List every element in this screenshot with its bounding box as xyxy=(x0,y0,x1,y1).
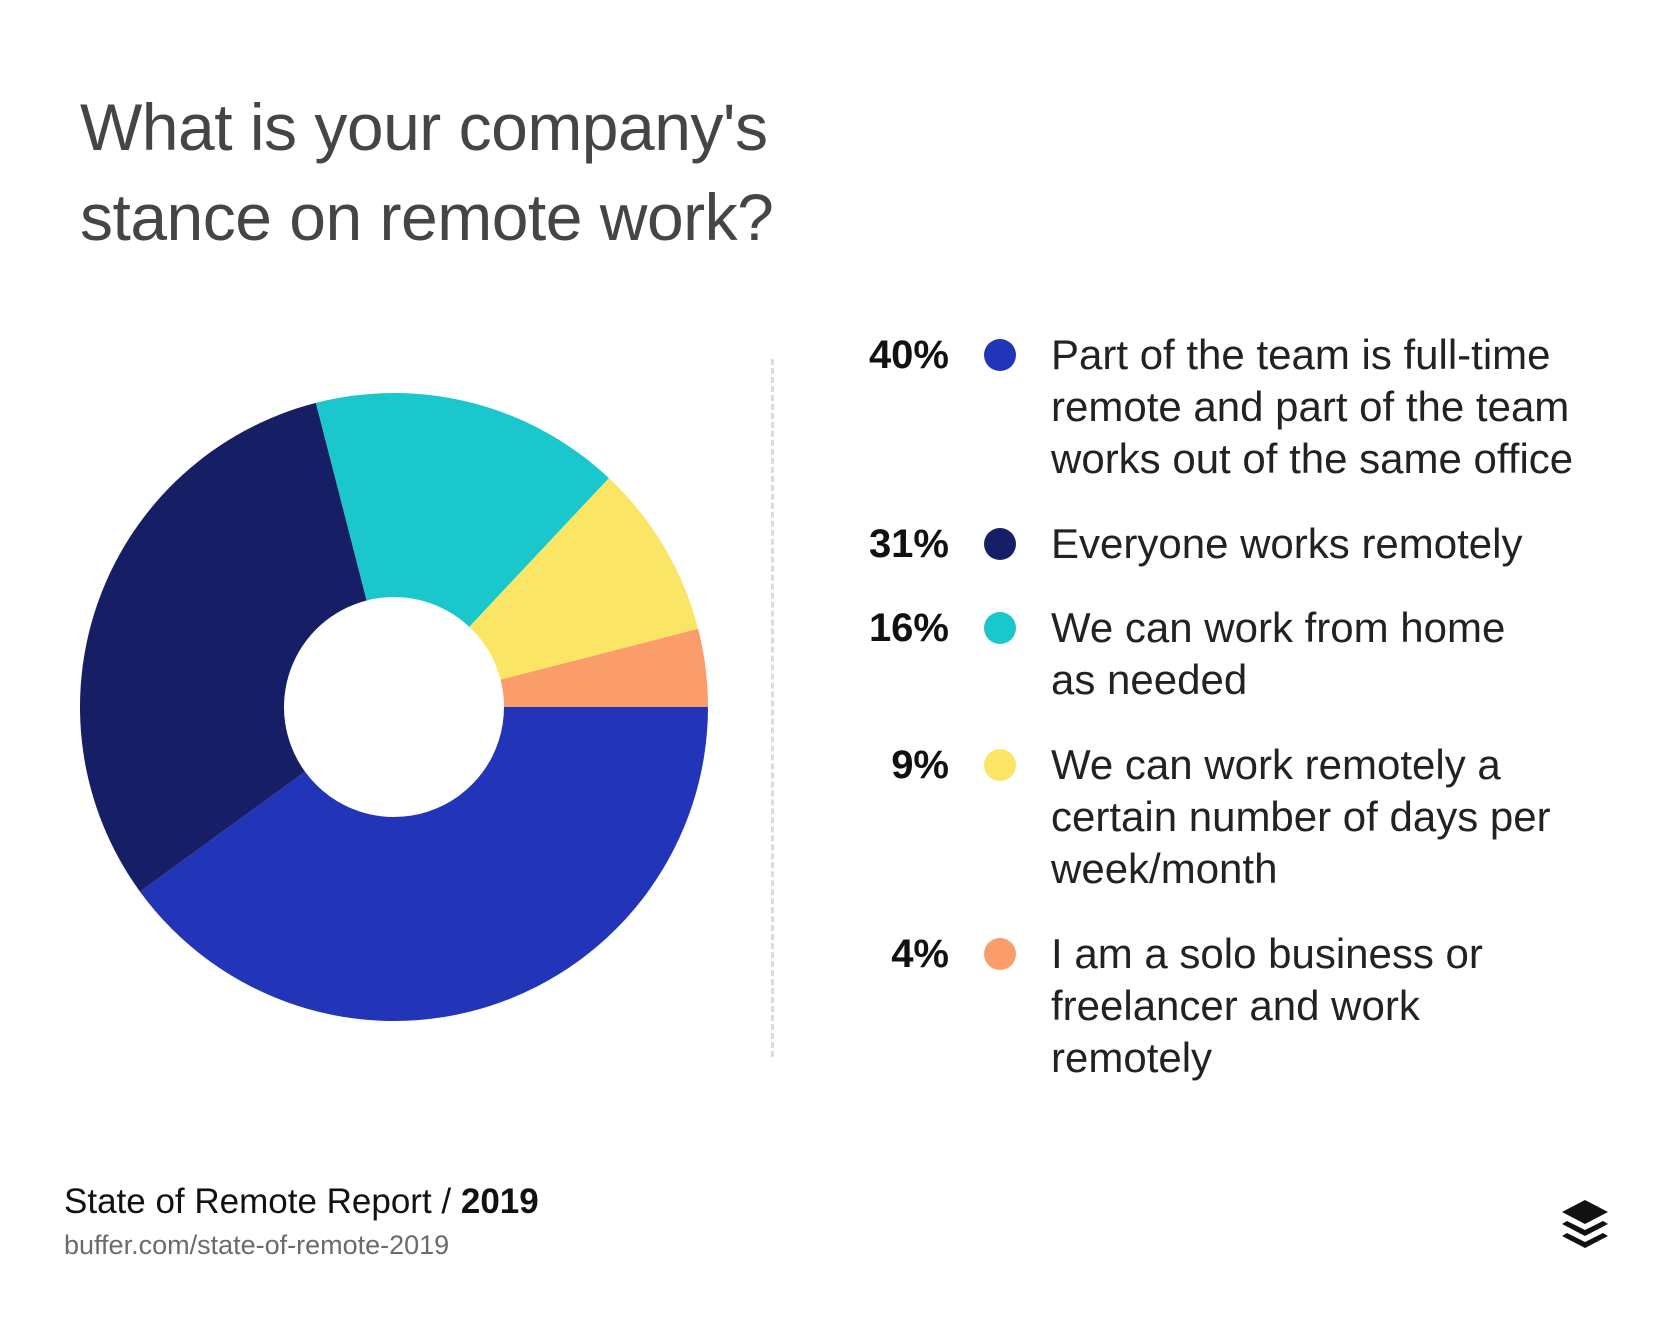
legend-swatch xyxy=(984,749,1016,781)
buffer-stack-icon xyxy=(1562,1200,1608,1248)
legend-label-line: Part of the team is full-time xyxy=(1051,331,1551,378)
legend-label: We can work from home as needed xyxy=(1051,602,1505,706)
legend-label: We can work remotely a certain number of … xyxy=(1051,739,1551,895)
donut-slice xyxy=(315,393,609,627)
legend-label-line: remote and part of the team xyxy=(1051,383,1570,430)
legend-label-line: I am a solo business or xyxy=(1051,930,1483,977)
legend-label-line: week/month xyxy=(1051,845,1278,892)
legend-label: Everyone works remotely xyxy=(1051,518,1523,570)
legend-percent: 40% xyxy=(868,333,949,377)
footer-report-title: State of Remote Report / 2019 xyxy=(64,1182,539,1222)
legend-label-line: remotely xyxy=(1051,1034,1213,1081)
legend-swatch xyxy=(984,612,1016,644)
legend-label-line: as needed xyxy=(1051,656,1248,703)
title-line: stance on remote work? xyxy=(80,180,774,254)
report-name: State of Remote Report / xyxy=(64,1182,461,1221)
legend-percent: 16% xyxy=(868,606,949,650)
report-year: 2019 xyxy=(460,1182,539,1221)
donut-slice xyxy=(80,402,367,892)
legend-label-line: works out of the same office xyxy=(1051,435,1574,482)
chart-title: What is your company's stance on remote … xyxy=(80,82,774,262)
legend-percent: 9% xyxy=(891,743,949,787)
legend-label: Part of the team is full-time remote and … xyxy=(1051,329,1573,485)
title-line: What is your company's xyxy=(80,90,768,164)
legend-label-line: freelancer and work xyxy=(1051,982,1420,1029)
legend-label-line: certain number of days per xyxy=(1051,793,1551,840)
dashed-divider xyxy=(771,359,774,1057)
legend-percent: 31% xyxy=(868,522,949,566)
legend-swatch xyxy=(984,528,1016,560)
legend-label-line: Everyone works remotely xyxy=(1051,520,1523,567)
legend-percent: 4% xyxy=(891,932,949,976)
donut-slice xyxy=(469,478,699,680)
legend-label: I am a solo business or freelancer and wo… xyxy=(1051,928,1483,1084)
legend-swatch xyxy=(984,938,1016,970)
legend-label-line: We can work remotely a xyxy=(1051,741,1501,788)
footer-url: buffer.com/state-of-remote-2019 xyxy=(64,1230,450,1260)
legend-swatch xyxy=(984,339,1016,371)
donut-slice xyxy=(500,628,708,707)
legend-label-line: We can work from home xyxy=(1051,604,1506,651)
donut-slice xyxy=(139,707,709,1022)
